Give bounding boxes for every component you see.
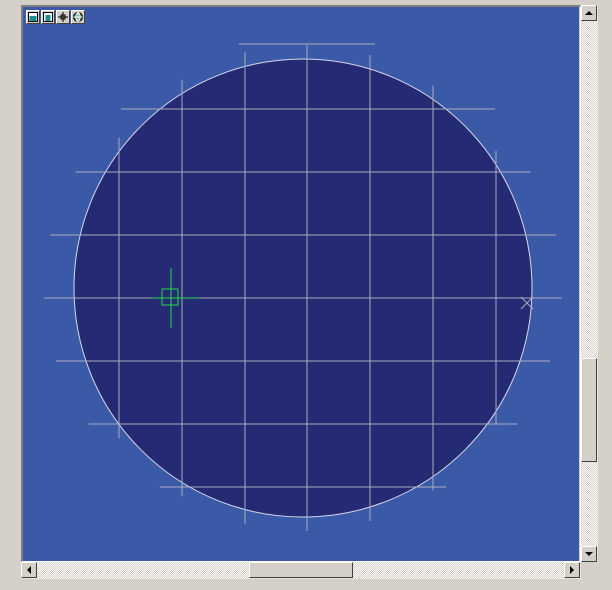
horizontal-scroll-thumb[interactable] <box>249 562 353 578</box>
fit-view-icon <box>43 12 53 22</box>
chevron-up-icon <box>585 11 593 15</box>
horizontal-scrollbar[interactable] <box>21 562 581 579</box>
globe-button[interactable] <box>71 10 85 24</box>
view-toolbar <box>26 10 85 25</box>
wafer-circle[interactable] <box>73 58 533 518</box>
fill-view-icon <box>28 12 38 22</box>
selected-die-cursor <box>151 268 199 328</box>
scroll-left-button[interactable] <box>21 562 37 578</box>
crosshair-icon <box>58 12 68 22</box>
chevron-down-icon <box>585 552 593 556</box>
vertical-scroll-thumb[interactable] <box>581 357 597 462</box>
fit-view-button[interactable] <box>41 10 55 24</box>
wafer-map-canvas[interactable] <box>23 7 579 561</box>
die-grid <box>44 43 562 531</box>
chevron-right-icon <box>570 566 574 574</box>
fill-view-button[interactable] <box>26 10 40 24</box>
globe-icon <box>73 12 83 22</box>
vertical-scrollbar[interactable] <box>581 5 598 562</box>
crosshair-button[interactable] <box>56 10 70 24</box>
wafer-notch-marker <box>520 296 534 310</box>
scroll-up-button[interactable] <box>581 5 597 21</box>
chevron-left-icon <box>27 566 31 574</box>
wafer-map-viewport[interactable] <box>21 5 581 562</box>
scroll-right-button[interactable] <box>564 562 580 578</box>
scroll-down-button[interactable] <box>581 546 597 562</box>
scrollbar-corner <box>581 562 598 579</box>
